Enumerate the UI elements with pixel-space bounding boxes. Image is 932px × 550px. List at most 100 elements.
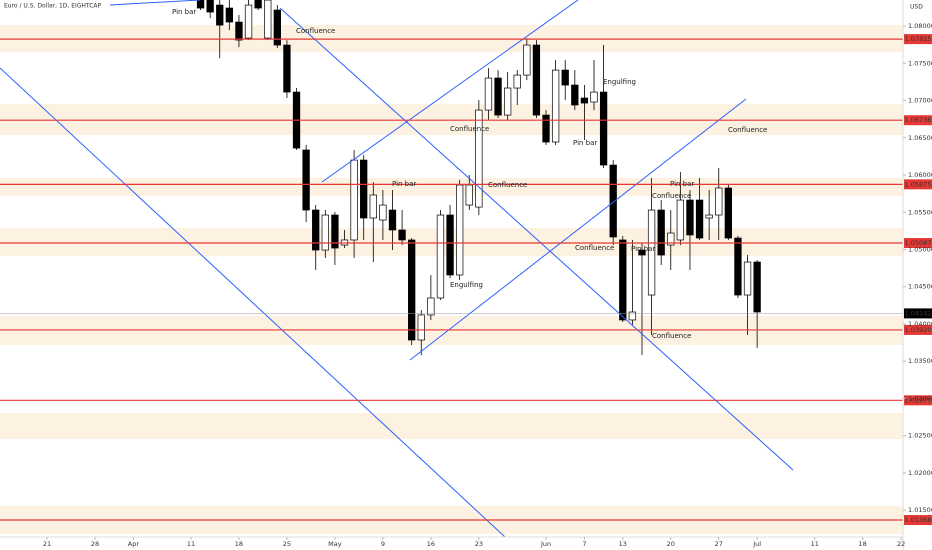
- candle-body: [331, 214, 339, 249]
- candle-body: [599, 91, 608, 166]
- zone: [0, 178, 903, 197]
- trend-line: [0, 67, 506, 537]
- candle-body: [427, 297, 435, 316]
- level-label: 1.05087: [905, 239, 932, 247]
- candle-body: [494, 77, 502, 116]
- candle-body: [532, 44, 541, 116]
- candle-body: [724, 187, 732, 239]
- level-label: 1.05875: [905, 180, 932, 188]
- x-tick-label: 23: [475, 540, 483, 548]
- annotation: Pin bar: [670, 180, 694, 188]
- candle-body: [609, 164, 617, 238]
- candle-body: [571, 84, 579, 106]
- x-tick-label: 9: [381, 540, 385, 548]
- y-tick-label: 1.01500: [908, 506, 932, 514]
- level-label-bg: [904, 179, 932, 190]
- candle-body: [638, 249, 646, 256]
- x-tick-label: Jun: [540, 540, 551, 548]
- y-tick-label: 1.03000: [908, 394, 932, 402]
- candle-body: [513, 74, 521, 89]
- level-label-bg: [904, 238, 932, 249]
- candle-body: [388, 209, 397, 231]
- candle-body: [667, 232, 675, 246]
- x-tick-label: Apr: [128, 540, 140, 548]
- candle-body: [475, 109, 483, 208]
- annotation: Confluence: [652, 332, 691, 340]
- x-tick-label: 25: [283, 540, 291, 548]
- zone: [0, 412, 903, 439]
- candle-body: [235, 21, 243, 41]
- candle-body: [734, 237, 742, 296]
- candle-body: [705, 214, 713, 219]
- candles: [196, 0, 761, 355]
- annotation: Pin bar: [631, 245, 655, 253]
- x-tick-label: 20: [667, 540, 675, 548]
- level-label-bg: [904, 395, 932, 406]
- candle-body: [398, 229, 406, 241]
- level-label-bg: [904, 115, 932, 126]
- candle-body: [408, 239, 416, 341]
- candle-body: [321, 214, 329, 251]
- current-price-label: 1.04142: [905, 309, 932, 317]
- level-label-bg: [904, 515, 932, 526]
- annotation: Engulfing: [603, 78, 636, 86]
- candle-body: [523, 44, 531, 76]
- candle-body: [465, 184, 473, 206]
- x-tick-label: 16: [427, 540, 435, 548]
- candle-body: [561, 69, 569, 86]
- candle-body: [484, 77, 493, 111]
- candle-body: [686, 199, 694, 236]
- candle-body: [206, 0, 214, 13]
- y-tick-label: 1.02500: [908, 432, 932, 440]
- candle-body: [216, 4, 224, 26]
- x-tick-label: 18: [859, 540, 867, 548]
- chart-title: Euro / U.S. Dollar, 1D, EIGHTCAP: [4, 3, 102, 10]
- level-label: 1.06736: [905, 116, 932, 124]
- zone: [0, 104, 903, 136]
- candle-body: [417, 314, 425, 341]
- candle-body: [743, 261, 752, 296]
- y-tick-label: 1.06000: [908, 171, 932, 179]
- candle-body: [264, 0, 272, 39]
- level-label: 1.02975: [905, 396, 932, 404]
- x-tick-label: 28: [91, 540, 99, 548]
- trend-line: [279, 7, 794, 471]
- y-tick-label: 1.02000: [908, 469, 932, 477]
- candle-body: [503, 87, 512, 116]
- candle-body: [436, 214, 445, 299]
- annotation: Pin bar: [172, 8, 196, 16]
- level-label: 1.03920: [905, 326, 932, 334]
- current-price-bg: [904, 308, 932, 319]
- candle-body: [551, 69, 560, 143]
- level-label-bg: [904, 34, 932, 45]
- candle-body: [580, 97, 589, 104]
- y-tick-label: 1.04500: [908, 283, 932, 291]
- candle-body: [254, 0, 262, 9]
- trend-line: [321, 0, 579, 183]
- annotation: Confluence: [575, 244, 614, 252]
- candle-body: [369, 194, 377, 219]
- x-tick-label: 13: [619, 540, 627, 548]
- annotation: Engulfing: [450, 281, 483, 289]
- y-tick-label: 1.08000: [908, 22, 932, 30]
- y-tick-label: 1.03500: [908, 357, 932, 365]
- y-tick-label: 1.05500: [908, 208, 932, 216]
- candle-body: [302, 149, 310, 211]
- candle-body: [657, 209, 665, 256]
- candle-body: [590, 91, 598, 103]
- annotation: Pin bar: [392, 180, 416, 188]
- x-tick-label: May: [328, 540, 342, 548]
- annotation: Confluence: [652, 192, 691, 200]
- candle-body: [446, 214, 454, 276]
- candle-body: [456, 184, 464, 276]
- trend-line: [109, 0, 201, 6]
- x-tick-label: 21: [43, 540, 51, 548]
- candle-body: [244, 4, 253, 39]
- y-tick-label: 1.06500: [908, 134, 932, 142]
- level-label-bg: [904, 324, 932, 335]
- y-tick-label: 1.05000: [908, 246, 932, 254]
- currency: USD: [910, 4, 923, 11]
- candle-body: [753, 261, 761, 313]
- y-tick-label: 1.07000: [908, 97, 932, 105]
